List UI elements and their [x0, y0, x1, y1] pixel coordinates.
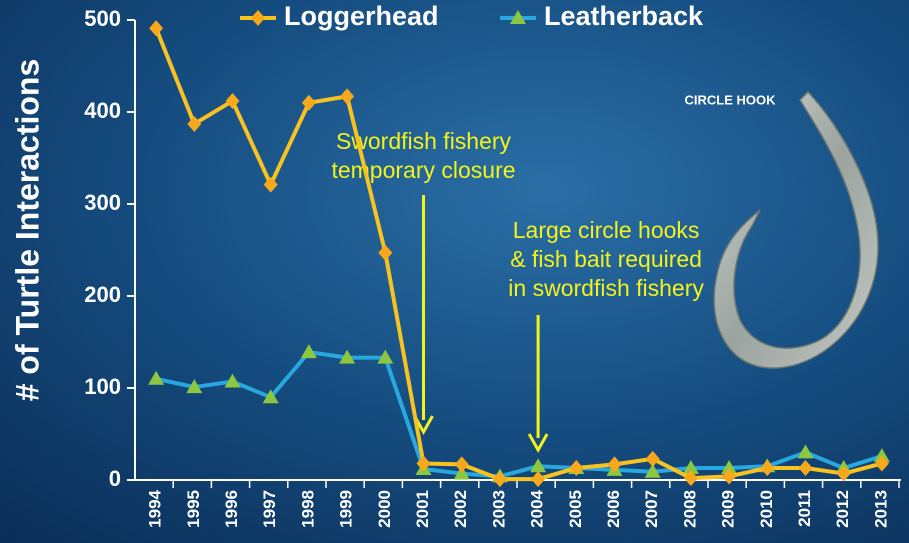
x-tick-label: 2013 — [871, 490, 890, 528]
x-tick-label: 2012 — [833, 490, 852, 528]
y-tick-label: 400 — [84, 98, 121, 123]
legend-label: Loggerhead — [284, 1, 439, 31]
x-tick-label: 2004 — [528, 489, 547, 527]
y-axis-label: # of Turtle Interactions — [9, 59, 45, 402]
x-tick-label: 2007 — [642, 490, 661, 528]
annotation: Large circle hooks — [513, 217, 700, 243]
x-tick-label: 2011 — [795, 490, 814, 527]
legend-label: Leatherback — [544, 1, 704, 31]
x-tick-label: 2009 — [719, 490, 738, 528]
x-tick-label: 1996 — [222, 490, 241, 528]
y-tick-label: 0 — [109, 466, 121, 491]
x-tick-label: 2005 — [566, 490, 585, 528]
image-label: CIRCLE HOOK — [685, 92, 777, 107]
x-tick-label: 1994 — [146, 489, 165, 527]
annotation: & fish bait required — [510, 246, 702, 272]
chart: CIRCLE HOOK # of Turtle Interactions 0 10… — [0, 0, 909, 543]
x-tick-label: 1999 — [337, 490, 356, 528]
x-tick-label: 2010 — [757, 490, 776, 528]
x-tick-label: 2003 — [489, 490, 508, 528]
annotation: in swordfish fishery — [508, 275, 704, 301]
annotation: temporary closure — [331, 157, 515, 183]
x-tick-label: 2001 — [413, 490, 432, 528]
y-tick-label: 200 — [84, 282, 121, 307]
y-tick-label: 100 — [84, 374, 121, 399]
y-tick-label: 500 — [84, 6, 121, 31]
y-tick-label: 300 — [84, 190, 121, 215]
x-tick-label: 2006 — [604, 490, 623, 528]
x-tick-label: 2008 — [680, 490, 699, 528]
x-tick-label: 2000 — [375, 490, 394, 528]
x-tick-label: 1995 — [184, 490, 203, 528]
x-tick-label: 2002 — [451, 490, 470, 528]
background — [0, 0, 909, 543]
x-tick-label: 1997 — [260, 490, 279, 528]
x-tick-label: 1998 — [298, 490, 317, 528]
